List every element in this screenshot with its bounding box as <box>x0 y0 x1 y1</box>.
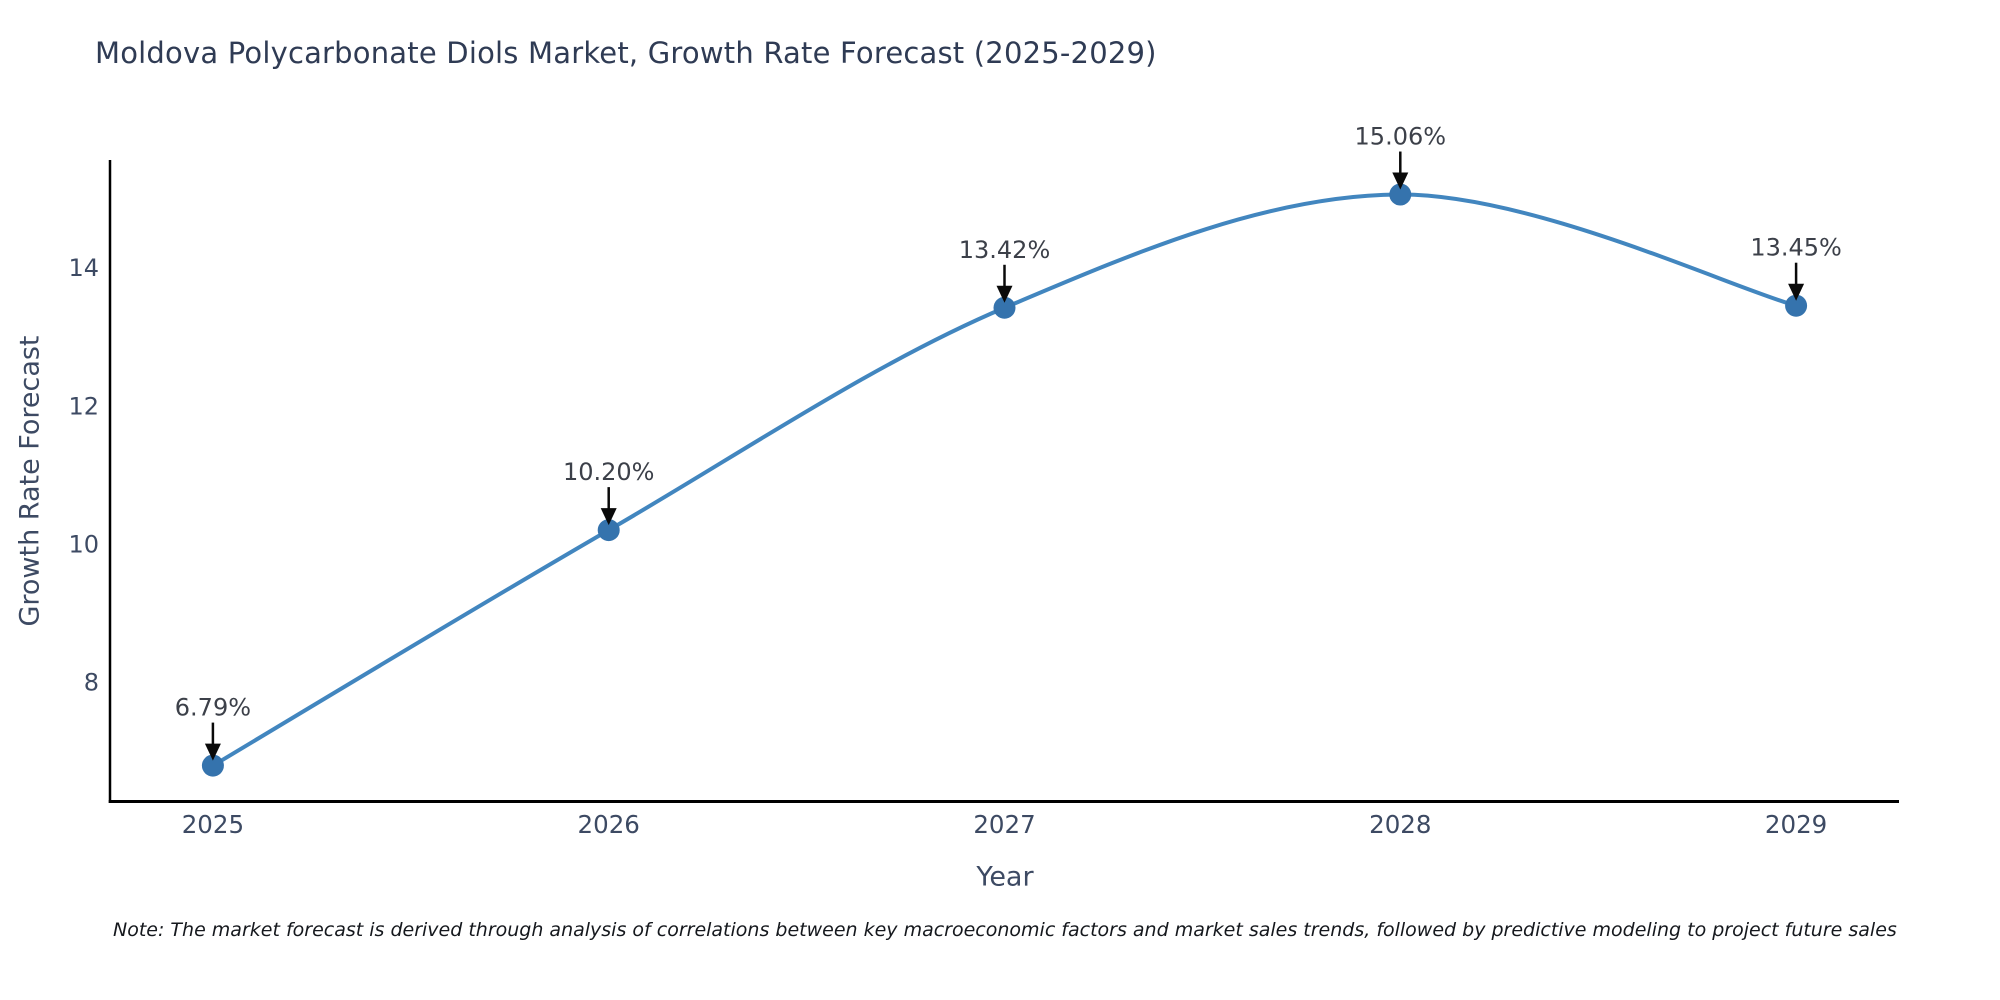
y-tick-label: 12 <box>68 392 99 420</box>
data-point-marker <box>1785 294 1808 317</box>
data-point-marker <box>993 296 1016 319</box>
x-axis-title: Year <box>976 861 1034 893</box>
footnote: Note: The market forecast is derived thr… <box>113 919 1897 941</box>
annotation-arrow-head <box>996 285 1013 303</box>
data-point-label: 10.20% <box>563 458 655 486</box>
x-tick-label: 2028 <box>1369 810 1431 839</box>
y-tick-label: 14 <box>68 254 99 282</box>
data-point-label: 13.42% <box>959 236 1051 264</box>
chart-title: Moldova Polycarbonate Diols Market, Grow… <box>95 36 1157 70</box>
data-point-label: 15.06% <box>1355 123 1447 151</box>
data-point-marker <box>201 754 224 777</box>
data-point-label: 6.79% <box>175 694 251 722</box>
x-tick-label: 2029 <box>1765 810 1827 839</box>
annotation-arrow-head <box>1788 283 1805 301</box>
y-tick-label: 10 <box>68 530 99 558</box>
x-tick-label: 2025 <box>182 810 244 839</box>
data-point-marker <box>597 519 620 542</box>
annotation-arrow-head <box>204 743 221 761</box>
x-tick-label: 2027 <box>973 810 1035 839</box>
data-point-label: 13.45% <box>1750 234 1842 262</box>
x-tick-label: 2026 <box>578 810 640 839</box>
annotation-arrow-head <box>1392 172 1409 190</box>
data-point-marker <box>1389 183 1412 206</box>
y-tick-label: 8 <box>84 669 99 697</box>
annotation-arrow-head <box>600 508 617 526</box>
